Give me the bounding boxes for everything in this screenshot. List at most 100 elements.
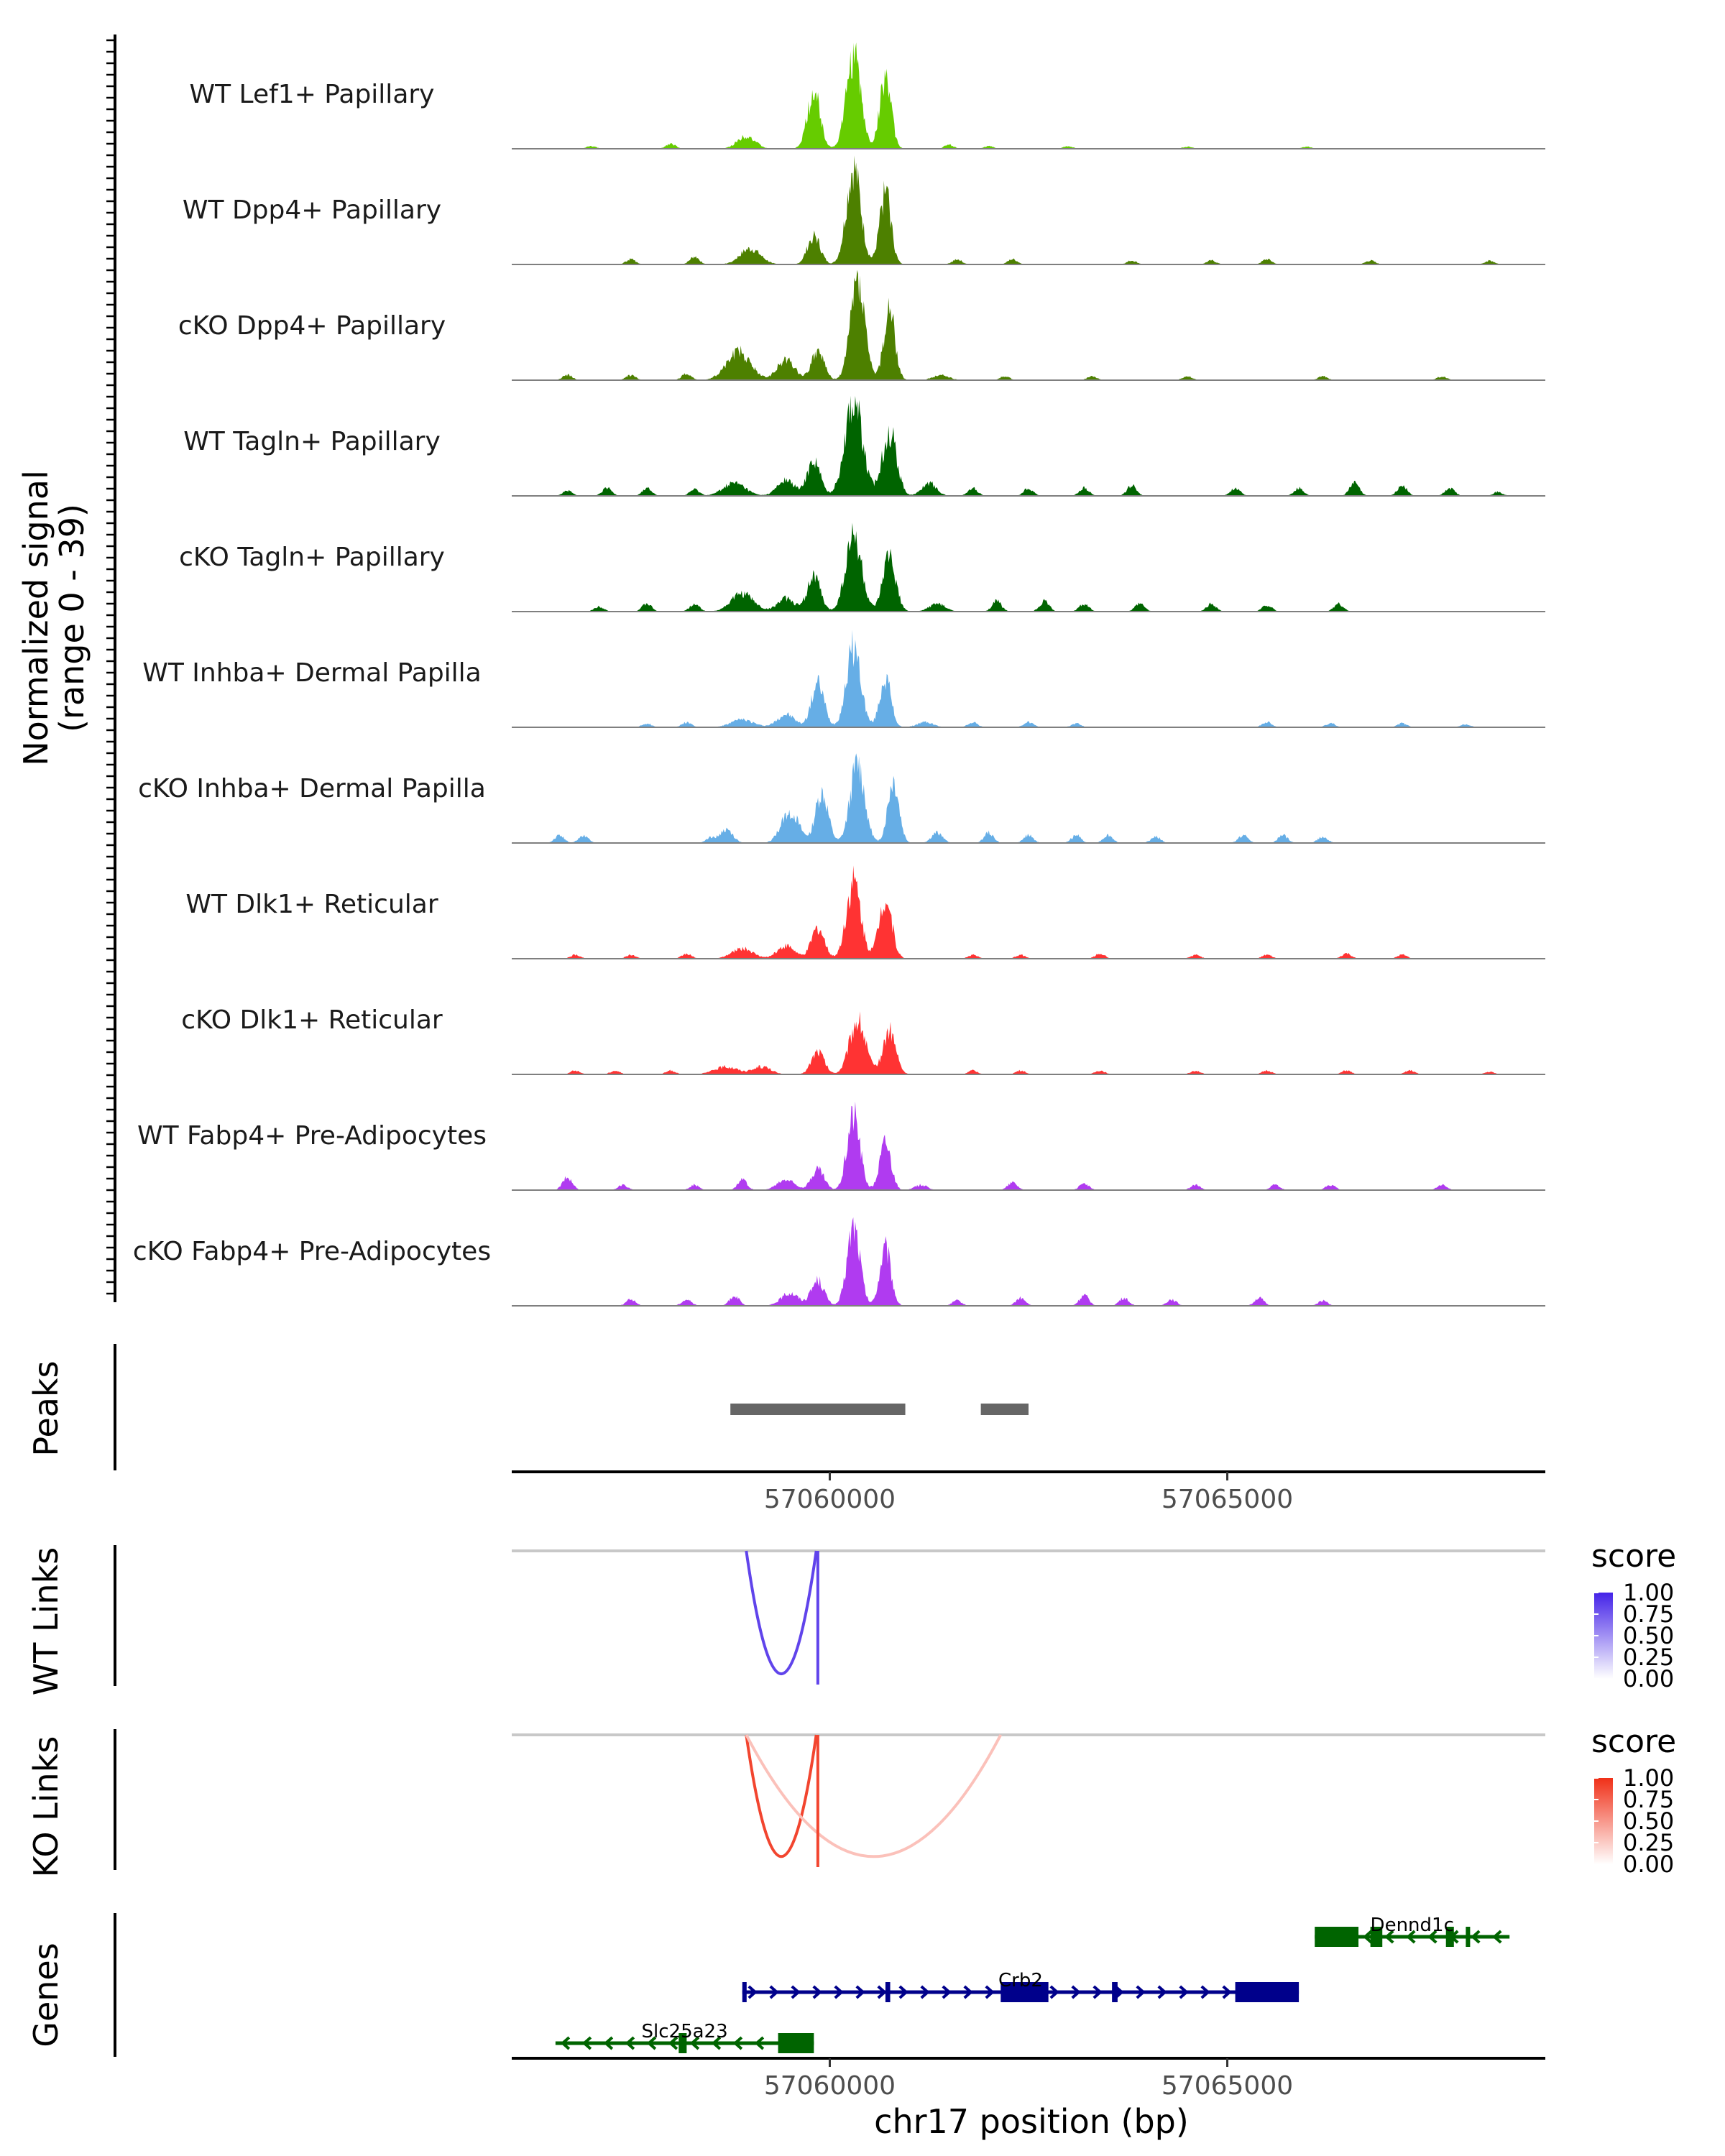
strand-chevron <box>1049 1985 1059 1999</box>
coverage-y-axis-title: Normalized signal (range 0 - 39) <box>17 470 91 766</box>
peaks-track: Peaks <box>27 1344 1029 1470</box>
coverage-area <box>512 155 1545 264</box>
coverage-tracks: WT Lef1+ Papillary WT Dpp4+ Papillary cKO … <box>133 42 1545 1307</box>
ko-links-track: KO Links score 1.000.750.500.250.00 <box>27 1723 1676 1878</box>
coverage-track: cKO Tagln+ Papillary <box>179 522 1545 612</box>
score-legend: score 1.000.750.500.250.00 <box>1591 1723 1676 1878</box>
strand-chevron <box>920 1985 930 1999</box>
gene-exon <box>1315 1927 1359 1947</box>
strand-chevron <box>1471 1930 1481 1944</box>
gene-name-label: Dennd1c <box>1371 1915 1454 1936</box>
link-arc <box>745 1550 818 1675</box>
strand-chevron <box>1492 1930 1502 1944</box>
strand-chevron <box>963 1985 973 1999</box>
coverage-track: cKO Dpp4+ Papillary <box>178 270 1545 381</box>
gene-model: Dennd1c <box>1315 1915 1510 1947</box>
legend-tick-label: 0.50 <box>1623 1622 1674 1649</box>
coverage-track-label: cKO Dpp4+ Papillary <box>178 311 446 341</box>
coverage-track: WT Inhba+ Dermal Papilla <box>142 630 1545 728</box>
link-arc <box>745 1734 818 1858</box>
ko-links-label: KO Links <box>27 1736 65 1878</box>
score-legend-title: score <box>1591 1538 1676 1575</box>
legend-tick-label: 1.00 <box>1623 1764 1674 1792</box>
coverage-area <box>512 630 1545 727</box>
wt-links-track: WT Links score 1.000.750.500.250.00 <box>27 1538 1676 1695</box>
strand-chevron <box>1092 1985 1103 1999</box>
gene-exon <box>1000 1982 1049 2002</box>
coverage-area <box>512 1217 1545 1306</box>
genes-track-label: Genes <box>27 1943 65 2047</box>
gene-exon <box>678 2033 687 2053</box>
score-legend: score 1.000.750.500.250.00 <box>1591 1538 1676 1692</box>
coverage-track: cKO Fabp4+ Pre-Adipocytes <box>133 1217 1545 1307</box>
coverage-track: WT Lef1+ Papillary <box>190 42 1545 149</box>
strand-chevron <box>603 2036 614 2050</box>
peak-bar <box>980 1404 1029 1415</box>
coverage-area <box>512 270 1545 380</box>
legend-tick-label: 0.00 <box>1623 1851 1674 1878</box>
gene-exon <box>1466 1927 1471 1947</box>
x-axis-bottom: 57060000 57065000 <box>512 2057 1545 2101</box>
strand-chevron <box>1384 1930 1394 1944</box>
strand-chevron <box>812 1985 822 1999</box>
strand-chevron <box>754 2036 765 2050</box>
coverage-track-label: WT Dlk1+ Reticular <box>185 890 438 919</box>
strand-chevron <box>1427 1930 1438 1944</box>
coverage-track-label: cKO Tagln+ Papillary <box>179 543 445 572</box>
coverage-area <box>512 395 1545 496</box>
coverage-track-label: WT Dpp4+ Papillary <box>183 195 441 225</box>
gene-name-label: Crb2 <box>998 1970 1043 1991</box>
coverage-area <box>512 1011 1545 1074</box>
strand-chevron <box>560 2036 571 2050</box>
strand-chevron <box>791 1985 801 1999</box>
strand-chevron <box>1179 1985 1189 1999</box>
x-axis-title: chr17 position (bp) <box>874 2102 1189 2141</box>
gene-exon <box>778 2033 814 2053</box>
gene-exon <box>742 1982 747 2002</box>
coverage-track-label: cKO Inhba+ Dermal Papilla <box>138 774 486 803</box>
coverage-track: cKO Inhba+ Dermal Papilla <box>138 753 1545 844</box>
coverage-track-label: cKO Dlk1+ Reticular <box>181 1005 443 1035</box>
gene-model: Slc25a23 <box>555 2021 814 2053</box>
gene-exon <box>885 1982 891 2002</box>
coverage-track-label: WT Fabp4+ Pre-Adipocytes <box>137 1121 487 1151</box>
legend-tick-label: 0.50 <box>1623 1807 1674 1835</box>
coverage-ylabel: Normalized signal <box>17 470 55 766</box>
coverage-track: WT Tagln+ Papillary <box>183 395 1545 497</box>
coverage-y-axis <box>106 34 116 1302</box>
strand-chevron <box>625 2036 635 2050</box>
coverage-track: WT Dlk1+ Reticular <box>185 865 1545 959</box>
peaks-track-label: Peaks <box>27 1360 65 1456</box>
strand-chevron <box>834 1985 844 1999</box>
coverage-track: cKO Dlk1+ Reticular <box>181 1005 1545 1075</box>
strand-chevron <box>877 1985 887 1999</box>
gene-exon <box>1445 1927 1454 1947</box>
coverage-area <box>512 522 1545 612</box>
coverage-area <box>512 1101 1545 1190</box>
gene-name-label: Slc25a23 <box>642 2021 728 2042</box>
x-tick-label: 57060000 <box>764 2071 896 2101</box>
peak-bar <box>730 1404 906 1415</box>
link-arc <box>745 1734 1003 1858</box>
strand-chevron <box>985 1985 995 1999</box>
strand-chevron <box>646 2036 657 2050</box>
legend-tick-label: 0.25 <box>1623 1644 1674 1671</box>
legend-tick-label: 1.00 <box>1623 1579 1674 1606</box>
strand-chevron <box>1200 1985 1210 1999</box>
legend-tick-label: 0.00 <box>1623 1665 1674 1692</box>
strand-chevron <box>711 2036 722 2050</box>
coverage-area <box>512 753 1545 843</box>
strand-chevron <box>1071 1985 1081 1999</box>
strand-chevron <box>1406 1930 1416 1944</box>
gene-exon <box>1235 1982 1300 2002</box>
genes-track: Genes Dennd1c Crb2 Slc25a23 <box>27 1913 1510 2057</box>
strand-chevron <box>769 1985 779 1999</box>
gene-exon <box>1112 1982 1118 2002</box>
x-tick-label: 57065000 <box>1162 1485 1293 1514</box>
legend-tick-label: 0.25 <box>1623 1829 1674 1856</box>
score-legend-title: score <box>1591 1723 1676 1760</box>
strand-chevron <box>942 1985 952 1999</box>
gene-model: Crb2 <box>742 1970 1300 2002</box>
x-axis-middle: 57060000 57065000 <box>512 1470 1545 1514</box>
